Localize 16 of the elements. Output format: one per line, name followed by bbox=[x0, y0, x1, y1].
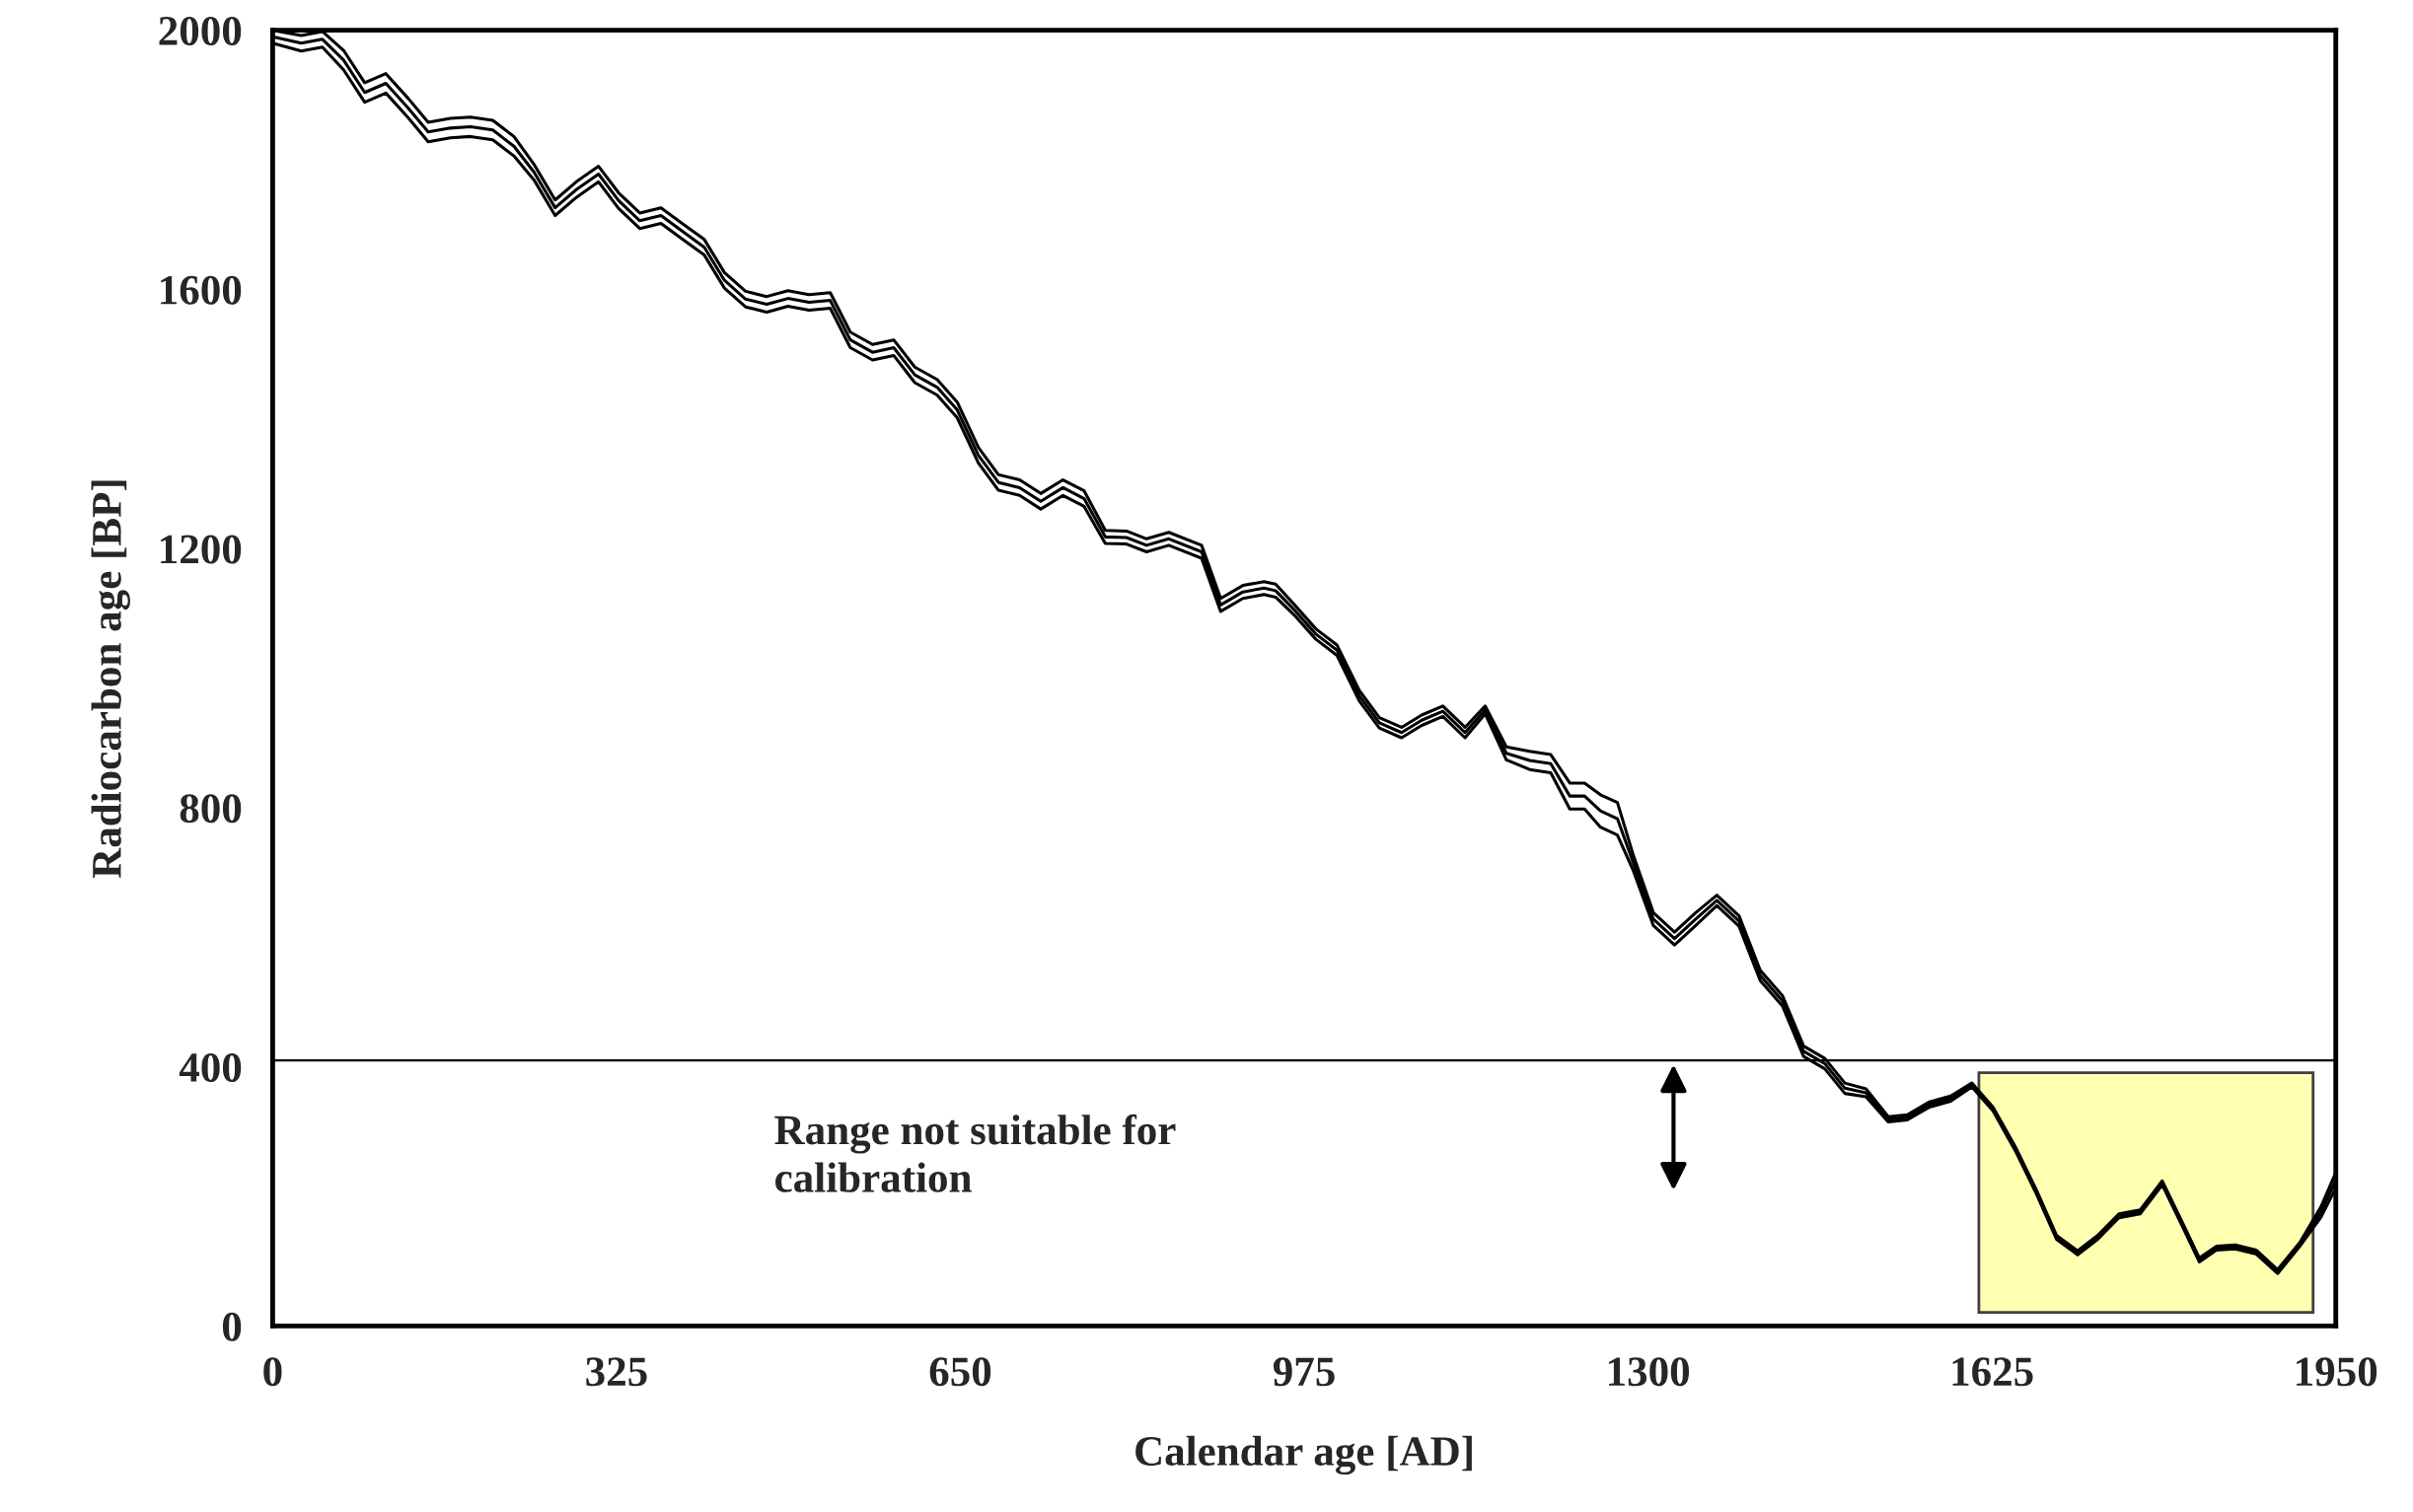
x-tick-label: 1950 bbox=[2297, 1357, 2377, 1387]
x-axis-title: Calendar age [AD] bbox=[1135, 1435, 1472, 1476]
y-axis-title: Radiocarbon age [BP] bbox=[91, 480, 130, 879]
annotation: Range not suitable for calibration bbox=[774, 1114, 1176, 1192]
y-tick-label: 400 bbox=[179, 1052, 242, 1083]
y-tick-label: 0 bbox=[222, 1312, 242, 1341]
x-tick-label: 975 bbox=[1273, 1357, 1335, 1387]
x-tick-label: 325 bbox=[586, 1357, 647, 1387]
x-tick-label: 0 bbox=[263, 1357, 282, 1387]
x-tick-label: 650 bbox=[929, 1357, 991, 1387]
x-tick-label: 1300 bbox=[1609, 1357, 1690, 1387]
y-tick-label: 2000 bbox=[159, 16, 242, 46]
x-tick-label: 1625 bbox=[1952, 1357, 2033, 1387]
y-tick-label: 1600 bbox=[161, 275, 242, 305]
y-tick-label: 1200 bbox=[161, 535, 242, 564]
y-tick-label: 800 bbox=[180, 794, 242, 824]
